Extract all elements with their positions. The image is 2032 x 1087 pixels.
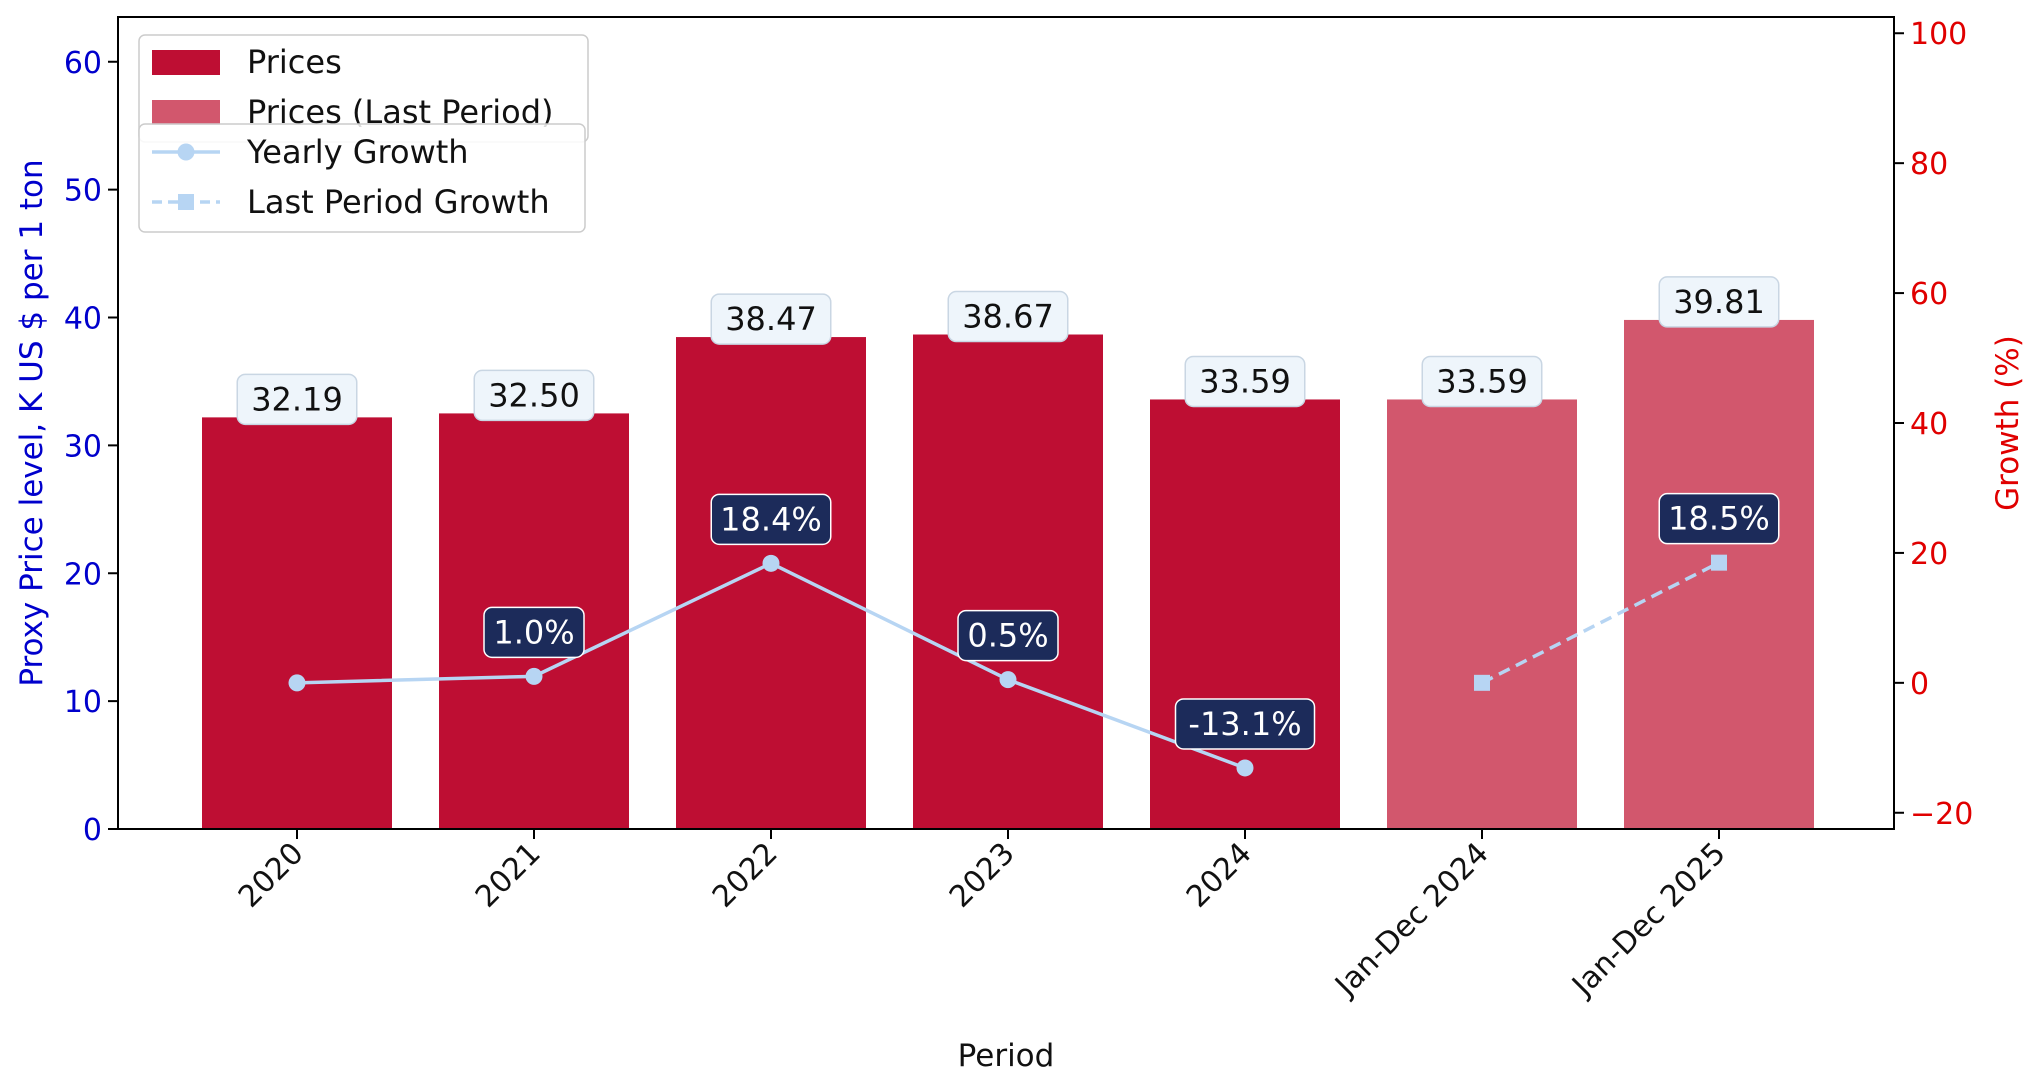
x-axis: 2020 2021 2022 2023 2024 Jan-Dec 2024 Jan-Dec … (232, 829, 1733, 1004)
bar-value-label-text: 32.50 (488, 376, 580, 414)
left-y-tick-label: 40 (64, 302, 102, 337)
x-tick-label: 2022 (706, 836, 785, 915)
left-y-tick-label: 10 (64, 685, 102, 720)
left-y-axis-title: Proxy Price level, K US $ per 1 ton (14, 159, 50, 686)
bar (202, 417, 392, 829)
left-y-tick-label: 50 (64, 174, 102, 209)
line-point (288, 674, 306, 692)
right-y-tick-label: 0 (1910, 667, 1929, 702)
growth-value-label: 18.4% (710, 493, 832, 546)
line-point (525, 667, 543, 685)
bar-value-label: 39.81 (1658, 276, 1780, 328)
lines-layer (288, 554, 1727, 777)
right-y-tick-label: 100 (1910, 17, 1967, 52)
growth-value-label-text: -13.1% (1188, 705, 1301, 743)
x-tick-label: 2023 (943, 836, 1022, 915)
right-y-axis-title: Growth (%) (1990, 335, 2026, 511)
legend-marker (178, 194, 194, 210)
growth-value-label-box (710, 493, 832, 546)
right-y-tick-label: 40 (1910, 407, 1948, 442)
bar-value-label-box (947, 290, 1069, 343)
bar-value-label: 38.47 (710, 293, 832, 345)
bar-value-label-text: 32.19 (251, 380, 343, 418)
right-y-axis: −20 0 20 40 60 80 100 (1894, 17, 1973, 832)
bar (913, 334, 1103, 829)
right-y-tick-label: 60 (1910, 277, 1948, 312)
growth-value-label: 1.0% (483, 606, 585, 659)
bar-value-label-text: 38.67 (962, 298, 1054, 336)
series-line (1481, 561, 1720, 685)
growth-value-label-box (483, 606, 585, 659)
bar-value-label: 33.59 (1184, 355, 1306, 408)
bar-value-label-box (1658, 276, 1780, 328)
bar-value-label: 33.59 (1421, 355, 1543, 408)
bars-layer (202, 319, 1814, 829)
left-y-tick-label: 30 (64, 429, 102, 464)
bar-value-label-text: 39.81 (1673, 283, 1765, 321)
growth-value-label: -13.1% (1174, 698, 1316, 750)
growth-value-label-text: 18.4% (720, 500, 822, 538)
legend-label: Last Period Growth (247, 183, 550, 221)
legend-label: Yearly Growth (246, 133, 469, 171)
line-point (1474, 674, 1490, 691)
x-tick-label: 2020 (232, 836, 311, 915)
x-tick-label: 2024 (1180, 836, 1259, 915)
right-y-tick-label: −20 (1910, 797, 1973, 832)
bar-value-label-text: 33.59 (1436, 362, 1528, 400)
x-tick-label: Jan-Dec 2024 (1327, 836, 1495, 1004)
bar (676, 337, 866, 829)
bar (1150, 399, 1340, 829)
legend-lines-frame (138, 123, 586, 233)
line-point (999, 671, 1017, 689)
bar-value-label-box (1184, 355, 1306, 408)
bar-value-label-text: 38.47 (725, 300, 817, 338)
bar-value-label: 38.67 (947, 290, 1069, 343)
legend-lines: Yearly Growth Last Period Growth (138, 123, 586, 233)
left-y-tick-label: 20 (64, 557, 102, 592)
right-y-tick-label: 20 (1910, 537, 1948, 572)
legend-marker (177, 143, 195, 161)
growth-value-label-box (1658, 492, 1780, 545)
bar-value-label-box (473, 369, 595, 422)
growth-value-label-box (957, 609, 1059, 662)
legend-swatch (152, 50, 220, 75)
line-point (762, 554, 780, 572)
bar-value-label-box (710, 293, 832, 345)
bar (1387, 399, 1577, 829)
growth-value-label-box (1174, 698, 1316, 750)
line-point (1236, 759, 1254, 777)
x-tick-label: 2021 (469, 836, 548, 915)
bar (1624, 319, 1814, 829)
legend-label: Prices (247, 43, 342, 81)
growth-value-label: 18.5% (1658, 492, 1780, 545)
left-y-tick-label: 0 (83, 813, 102, 848)
left-y-tick-label: 60 (64, 46, 102, 81)
legend-swatch (152, 100, 220, 125)
bar-value-label: 32.19 (236, 373, 358, 426)
data-labels-layer: 32.19 32.50 38.47 38.67 33.59 33.59 39.81 1.0% 1… (236, 276, 1780, 750)
x-axis-title: Period (958, 1038, 1055, 1074)
growth-value-label-text: 0.5% (967, 617, 1048, 655)
right-y-tick-label: 80 (1910, 147, 1948, 182)
bar-value-label-box (1421, 355, 1543, 408)
growth-value-label-text: 18.5% (1668, 500, 1770, 538)
line-point (1711, 554, 1727, 571)
bar-value-label-text: 33.59 (1199, 362, 1291, 400)
bar-value-label-box (236, 373, 358, 426)
left-y-axis: 0 10 20 30 40 50 60 (64, 46, 118, 848)
growth-value-label-text: 1.0% (493, 613, 574, 651)
x-tick-label: Jan-Dec 2025 (1564, 836, 1732, 1004)
growth-value-label: 0.5% (957, 609, 1059, 662)
bar-value-label: 32.50 (473, 369, 595, 422)
